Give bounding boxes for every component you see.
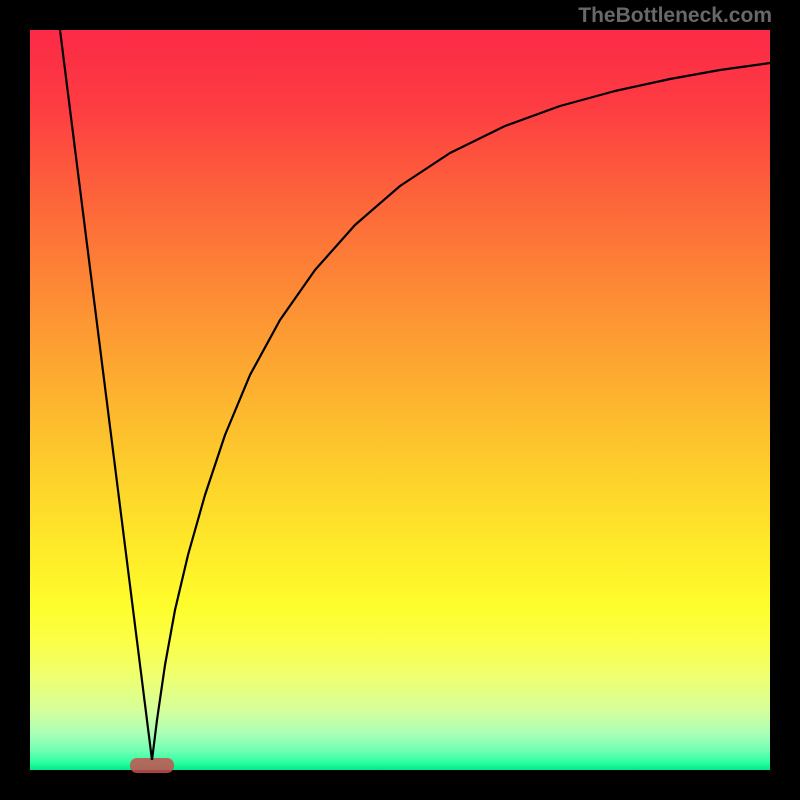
plot-background [30,30,770,770]
bottleneck-marker [130,758,174,773]
watermark-text: TheBottleneck.com [578,4,772,28]
chart-container: TheBottleneck.com [0,0,800,800]
chart-svg [0,0,800,800]
